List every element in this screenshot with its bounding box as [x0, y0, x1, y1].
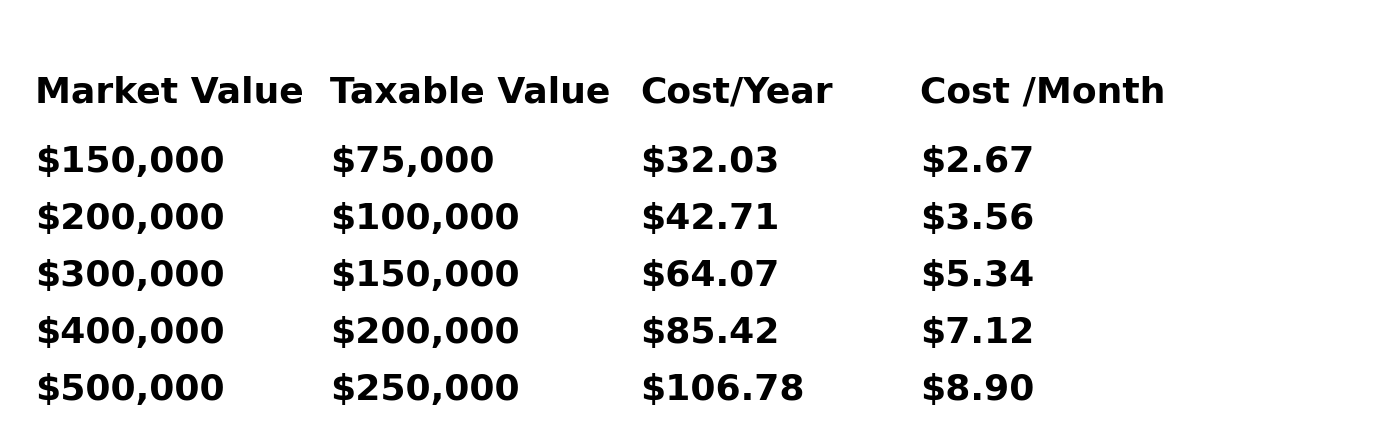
Text: $3.56: $3.56	[920, 202, 1035, 236]
Text: $85.42: $85.42	[640, 316, 780, 350]
Text: Taxable Value: Taxable Value	[330, 75, 610, 109]
Text: $250,000: $250,000	[330, 373, 519, 407]
Text: $200,000: $200,000	[35, 202, 224, 236]
Text: $64.07: $64.07	[640, 259, 780, 293]
Text: Cost/Year: Cost/Year	[640, 75, 833, 109]
Text: Cost /Month: Cost /Month	[920, 75, 1165, 109]
Text: $200,000: $200,000	[330, 316, 519, 350]
Text: $500,000: $500,000	[35, 373, 224, 407]
Text: $150,000: $150,000	[35, 145, 224, 179]
Text: $150,000: $150,000	[330, 259, 519, 293]
Text: $400,000: $400,000	[35, 316, 224, 350]
Text: $75,000: $75,000	[330, 145, 494, 179]
Text: $32.03: $32.03	[640, 145, 780, 179]
Text: $2.67: $2.67	[920, 145, 1035, 179]
Text: $42.71: $42.71	[640, 202, 780, 236]
Text: $100,000: $100,000	[330, 202, 519, 236]
Text: $106.78: $106.78	[640, 373, 805, 407]
Text: $300,000: $300,000	[35, 259, 224, 293]
Text: $5.34: $5.34	[920, 259, 1035, 293]
Text: $8.90: $8.90	[920, 373, 1035, 407]
Text: Market Value: Market Value	[35, 75, 304, 109]
Text: $7.12: $7.12	[920, 316, 1035, 350]
